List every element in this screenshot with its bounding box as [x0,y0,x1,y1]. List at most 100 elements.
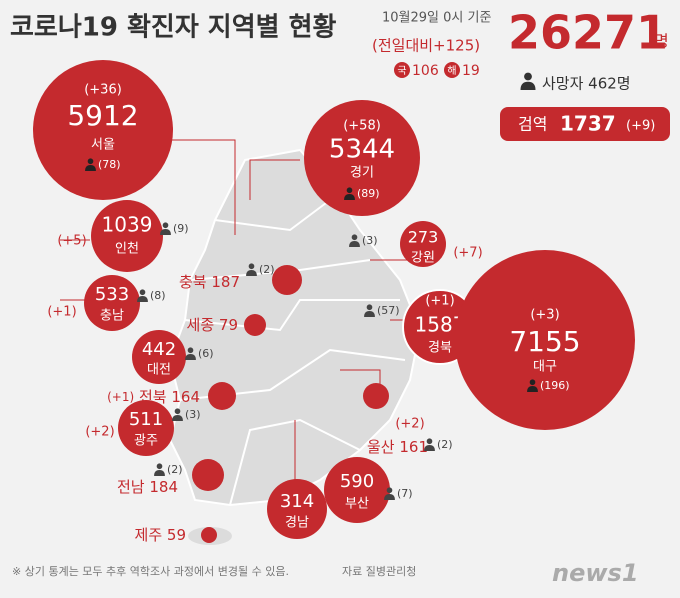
region-count: 79 [219,316,238,334]
region-count: 442 [142,339,176,360]
connector-lines [60,139,420,480]
region-count: 533 [95,284,129,305]
region-circle [208,382,236,410]
quarantine: 1737 [560,112,616,136]
daily-change: (전일대비+125) [372,37,480,55]
region-delta: (+3) [530,308,559,323]
region-circle [267,479,327,539]
region-deaths: (3) [185,408,201,421]
quarantine-box [500,107,670,141]
region-delta: (+1) [425,294,454,309]
region-circle [363,383,389,409]
region-circle [201,527,217,543]
region-count: 5344 [329,135,395,165]
region-circle [118,400,174,456]
region-deaths: (78) [98,158,121,171]
overseas-badge: 해 [447,64,456,77]
domestic: 106 [412,63,439,79]
region-name: 부산 [345,497,369,512]
region-circle [304,100,420,216]
region-circle [91,200,163,272]
region-deaths: (57) [377,304,400,317]
region-count: 1039 [102,213,153,237]
region-count: 314 [280,491,314,512]
total-deaths: 사망자 462명 [542,75,631,93]
region-name: 서울 [91,138,115,153]
region-name: 제주 [135,526,163,544]
region-circle [132,330,186,384]
footnote: ※ 상기 통계는 모두 추후 역학조사 과정에서 변경될 수 있음. [12,564,289,578]
badge [394,62,410,78]
region-circle [400,221,446,267]
region-circle [455,250,635,430]
region-delta: (+7) [453,246,482,261]
region-circle [84,275,140,331]
region-deaths: (89) [357,187,380,200]
overseas: 19 [462,63,480,79]
region-delta: (+58) [343,119,381,134]
region-delta: (+2) [395,417,424,432]
region-count: 161 [399,438,428,456]
region-name: 대전 [147,363,171,378]
region-count: 273 [408,228,439,247]
region-circle [33,60,173,200]
region-name: 강원 [411,251,435,266]
quarantine-label: 검역 [518,115,547,134]
source: 자료 질병관리청 [342,565,416,578]
region-deaths: (2) [259,263,275,276]
region-circle [192,459,224,491]
region-delta: (+36) [84,83,122,98]
region-circle [272,265,302,295]
region-label: 세종 79 [187,316,238,334]
region-count: 164 [171,388,200,406]
region-deaths: (196) [540,379,570,392]
region-circle [244,314,266,336]
region-name: 전남 [117,478,145,496]
region-delta: (+2) [85,425,114,440]
region-label: 전남 184 [117,478,178,496]
region-name: 경북 [428,341,452,356]
region-count: 511 [129,409,163,430]
region-name: 인천 [115,242,139,257]
region-count: 5912 [67,99,138,132]
domestic-badge: 국 [397,65,406,77]
region-count: 184 [149,478,178,496]
region-count: 590 [340,471,374,492]
total-unit: 명 [654,32,669,51]
badge [444,62,460,78]
date: 10월29일 0시 기준 [382,11,491,26]
region-label: 울산 161 [367,438,428,456]
region-name: 충남 [100,309,124,324]
region-deaths: (6) [198,347,214,360]
region-count: 7155 [509,325,580,358]
region-deaths: (9) [173,222,189,235]
region-delta: (+1) [107,390,134,404]
region-count: 59 [167,526,186,544]
region-name: 대구 [533,360,557,375]
region-label: 충북 187 [179,273,240,291]
region-deaths: (7) [397,487,413,500]
region-name: 경기 [350,166,374,181]
total: 26271 [508,6,668,60]
region-deaths: (2) [167,463,183,476]
region-name: 경남 [285,516,309,531]
region-name: 세종 [187,316,215,334]
region-name: 충북 [179,273,207,291]
map [60,139,422,545]
region-count: 187 [211,273,240,291]
region-deaths: (3) [362,234,378,247]
region-delta: (+1) [47,305,76,320]
region-name: 광주 [134,434,158,449]
province-borders [179,199,406,506]
logo: news1 [552,559,639,587]
region-deaths: (2) [437,438,453,451]
region-delta: (+5) [57,234,86,249]
region-name: 울산 [367,438,395,456]
title: 코로나19 확진자 지역별 현황 [10,13,337,43]
region-deaths: (8) [150,289,166,302]
region-circle [324,457,390,523]
region-label: 제주 59 [135,526,186,544]
quarantine-delta: (+9) [626,119,655,134]
